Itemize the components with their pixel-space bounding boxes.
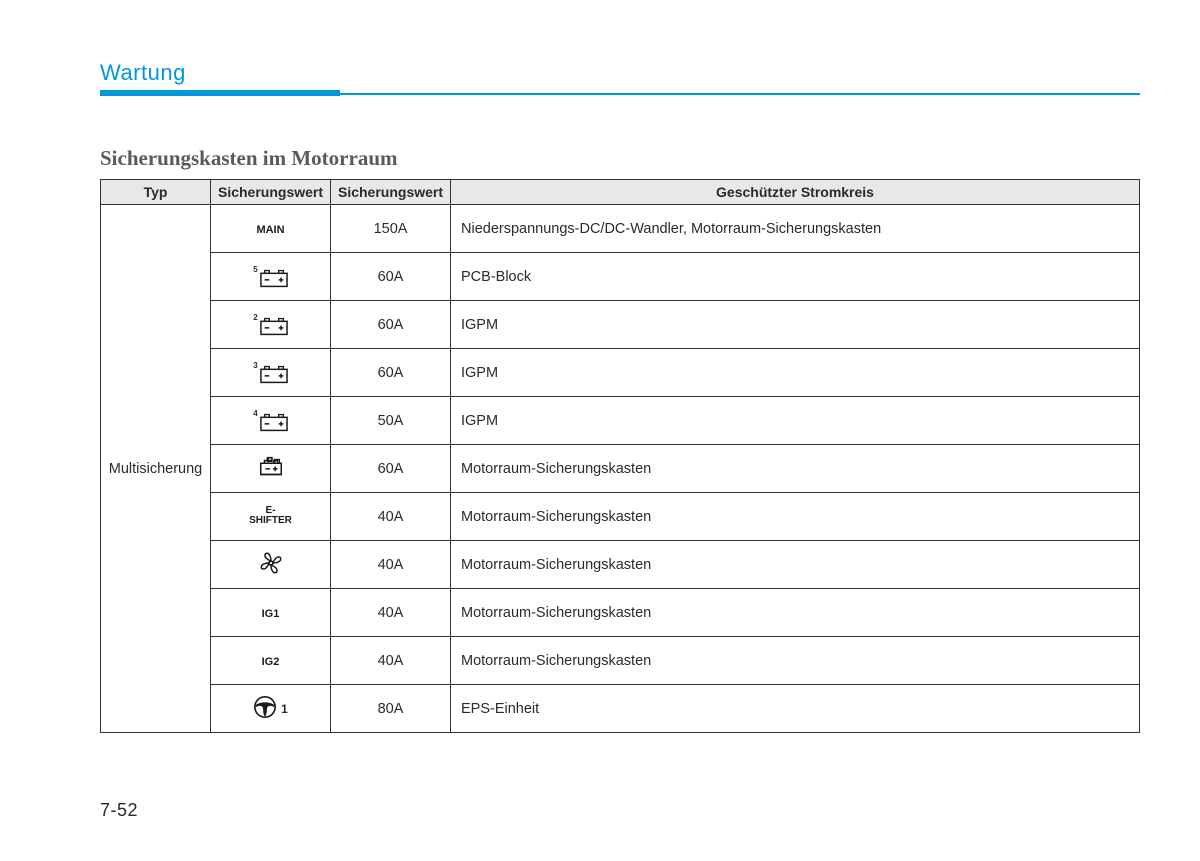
steering-icon: 1 <box>253 695 288 723</box>
fuse-description: Motorraum-Sicherungskasten <box>451 541 1140 589</box>
document-page: Wartung Sicherungskasten im Motorraum Ty… <box>0 0 1200 733</box>
fuse-text-icon: IG1 <box>262 609 280 621</box>
fuse-description: Motorraum-Sicherungskasten <box>451 637 1140 685</box>
col-header-typ: Typ <box>101 180 211 205</box>
fuse-icon-cell: 3 <box>211 349 331 397</box>
fuse-description: IGPM <box>451 397 1140 445</box>
fuse-value: 40A <box>331 541 451 589</box>
fuse-value: 40A <box>331 493 451 541</box>
battery-index: 3 <box>253 362 257 370</box>
battery-icon: 3 <box>253 364 287 388</box>
fuse-description: Motorraum-Sicherungskasten <box>451 493 1140 541</box>
fuse-icon-cell: E- SHIFTER <box>211 493 331 541</box>
fuse-description: IGPM <box>451 301 1140 349</box>
table-row: MultisicherungMAIN150ANiederspannungs-DC… <box>101 205 1140 253</box>
table-row: E- SHIFTER 40AMotorraum-Sicherungskasten <box>101 493 1140 541</box>
fuse-table: Typ Sicherungswert Sicherungswert Geschü… <box>100 179 1140 733</box>
battery-svg-icon <box>260 412 288 436</box>
header-rule <box>100 90 1140 96</box>
battery-svg-icon <box>260 268 288 292</box>
fuse-icon-cell <box>211 541 331 589</box>
battery-icon: 5 <box>253 268 287 292</box>
fuse-icon-cell: IG1 <box>211 589 331 637</box>
fuse-value: 150A <box>331 205 451 253</box>
fuse-description: PCB-Block <box>451 253 1140 301</box>
fuse-icon-cell: 1 <box>211 685 331 733</box>
fuse-description: Motorraum-Sicherungskasten <box>451 445 1140 493</box>
table-row: 1 80AEPS-Einheit <box>101 685 1140 733</box>
col-header-val: Sicherungswert <box>331 180 451 205</box>
fuse-value: 60A <box>331 445 451 493</box>
steering-index: 1 <box>281 702 288 716</box>
fuse-text-icon: MAIN <box>256 225 284 237</box>
module-icon <box>257 467 285 483</box>
battery-icon: 2 <box>253 316 287 340</box>
battery-index: 4 <box>253 410 257 418</box>
table-row: IG2 40AMotorraum-Sicherungskasten <box>101 637 1140 685</box>
fuse-text-icon: IG2 <box>262 657 280 669</box>
fuse-icon-cell: 4 <box>211 397 331 445</box>
table-row: IG1 40AMotorraum-Sicherungskasten <box>101 589 1140 637</box>
col-header-ic: Sicherungswert <box>211 180 331 205</box>
table-header-row: Typ Sicherungswert Sicherungswert Geschü… <box>101 180 1140 205</box>
table-row: 40AMotorraum-Sicherungskasten <box>101 541 1140 589</box>
fuse-icon-cell: 5 <box>211 253 331 301</box>
steering-svg-icon <box>253 695 277 723</box>
col-header-desc: Geschützter Stromkreis <box>451 180 1140 205</box>
table-row: 60AMotorraum-Sicherungskasten <box>101 445 1140 493</box>
page-header-title: Wartung <box>100 60 1140 86</box>
fuse-description: EPS-Einheit <box>451 685 1140 733</box>
fuse-value: 60A <box>331 253 451 301</box>
fuse-value: 40A <box>331 589 451 637</box>
table-row: 2 60AIGPM <box>101 301 1140 349</box>
fuse-value: 60A <box>331 349 451 397</box>
fuse-icon-cell: MAIN <box>211 205 331 253</box>
battery-icon: 4 <box>253 412 287 436</box>
fan-icon <box>258 564 284 580</box>
battery-index: 2 <box>253 314 257 322</box>
fuse-value: 40A <box>331 637 451 685</box>
page-number: 7-52 <box>100 800 138 821</box>
fuse-description: Motorraum-Sicherungskasten <box>451 589 1140 637</box>
module-svg-icon <box>257 467 285 483</box>
fan-svg-icon <box>258 564 284 580</box>
fuse-icon-cell: IG2 <box>211 637 331 685</box>
table-row: 3 60AIGPM <box>101 349 1140 397</box>
battery-svg-icon <box>260 364 288 388</box>
battery-index: 5 <box>253 266 257 274</box>
fuse-icon-cell <box>211 445 331 493</box>
fuse-text-icon: E- SHIFTER <box>249 506 292 527</box>
section-title: Sicherungskasten im Motorraum <box>100 146 1140 171</box>
fuse-value: 80A <box>331 685 451 733</box>
table-row: 5 60APCB-Block <box>101 253 1140 301</box>
table-row: 4 50AIGPM <box>101 397 1140 445</box>
fuse-value: 60A <box>331 301 451 349</box>
fuse-description: IGPM <box>451 349 1140 397</box>
fuse-description: Niederspannungs-DC/DC-Wandler, Motorraum… <box>451 205 1140 253</box>
fuse-icon-cell: 2 <box>211 301 331 349</box>
battery-svg-icon <box>260 316 288 340</box>
fuse-value: 50A <box>331 397 451 445</box>
type-cell: Multisicherung <box>101 205 211 733</box>
